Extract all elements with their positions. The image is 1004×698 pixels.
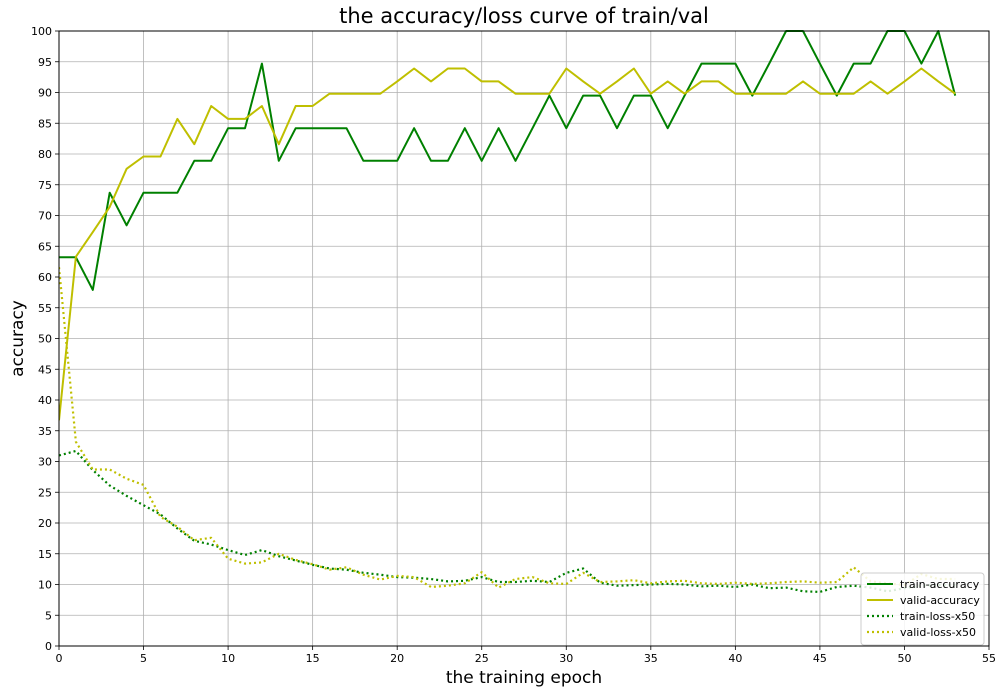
y-tick-label: 55: [38, 302, 52, 315]
y-axis-title: accuracy: [8, 300, 28, 377]
y-tick-label: 5: [45, 609, 52, 622]
chart-title: the accuracy/loss curve of train/val: [339, 4, 709, 28]
y-tick-label: 75: [38, 179, 52, 192]
y-tick-label: 25: [38, 486, 52, 499]
x-tick-label: 50: [897, 652, 911, 665]
x-tick-label: 45: [813, 652, 827, 665]
y-tick-label: 40: [38, 394, 52, 407]
y-tick-label: 50: [38, 333, 52, 346]
x-tick-label: 25: [475, 652, 489, 665]
y-tick-label: 100: [31, 25, 52, 38]
ticks: 0 5 10 15 20 25 30 35 40 45 50 55 0 5 10 15 20 25 30 35 40 45…: [31, 25, 996, 665]
legend-label: valid-accuracy: [900, 594, 980, 607]
x-tick-label: 55: [982, 652, 996, 665]
x-axis-title: the training epoch: [446, 668, 602, 688]
y-tick-label: 20: [38, 517, 52, 530]
legend-box: [860, 572, 985, 646]
x-tick-label: 35: [644, 652, 658, 665]
y-tick-label: 30: [38, 456, 52, 469]
x-tick-label: 5: [140, 652, 147, 665]
x-tick-label: 40: [728, 652, 742, 665]
x-tick-label: 15: [306, 652, 320, 665]
x-tick-label: 10: [221, 652, 235, 665]
y-tick-label: 60: [38, 271, 52, 284]
series-layer: [59, 30, 957, 594]
y-tick-label: 45: [38, 363, 52, 376]
y-tick-label: 65: [38, 240, 52, 253]
y-tick-label: 95: [38, 56, 52, 69]
x-tick-label: 30: [559, 652, 573, 665]
series-line-valid-accuracy: [59, 67, 956, 421]
y-tick-label: 80: [38, 148, 52, 161]
x-tick-label: 0: [56, 652, 63, 665]
series-line-train-loss-x50: [59, 449, 956, 594]
legend-label: train-loss-x50: [900, 610, 975, 623]
y-tick-label: 90: [38, 87, 52, 100]
legend-label: train-accuracy: [900, 578, 980, 591]
legend: train-accuracy valid-accuracy train-loss-x…: [860, 572, 985, 646]
y-tick-label: 15: [38, 548, 52, 561]
grid: [58, 30, 990, 647]
y-tick-label: 85: [38, 117, 52, 130]
legend-label: valid-loss-x50: [900, 626, 976, 639]
series-line-valid-loss-x50: [59, 267, 956, 589]
y-tick-label: 10: [38, 579, 52, 592]
series-line-train-accuracy: [59, 30, 957, 291]
x-tick-label: 20: [390, 652, 404, 665]
y-tick-label: 70: [38, 210, 52, 223]
y-tick-label: 0: [45, 640, 52, 653]
y-tick-label: 35: [38, 425, 52, 438]
